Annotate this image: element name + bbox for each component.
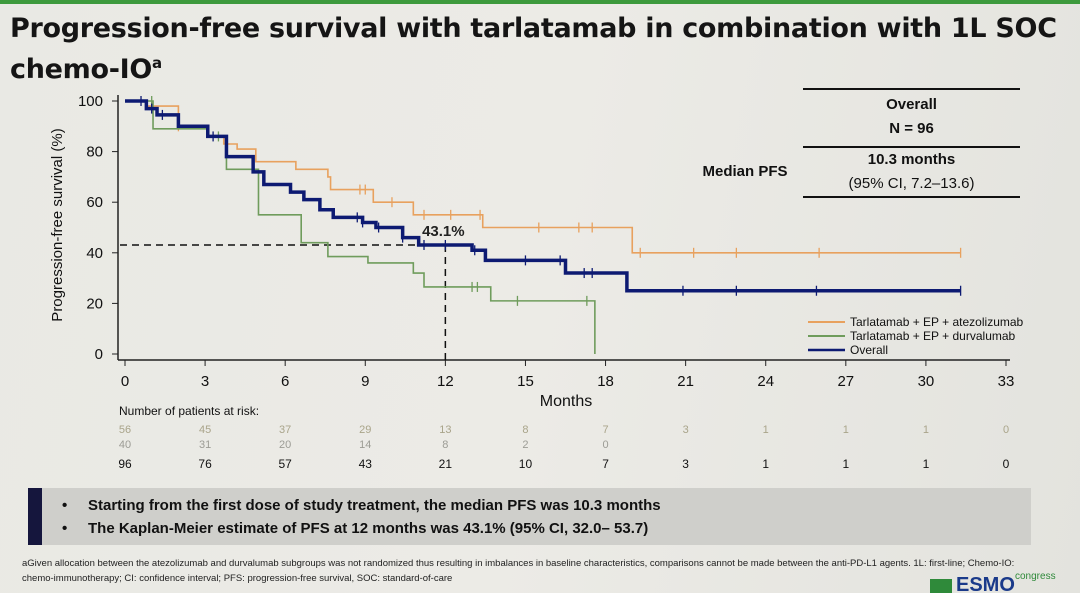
risk-value: 1	[762, 424, 769, 436]
title-superscript: a	[152, 54, 162, 72]
risk-value: 2	[522, 439, 529, 451]
x-tick-label: 9	[361, 373, 369, 390]
summary-bullet: Starting from the first dose of study tr…	[62, 497, 661, 514]
risk-value: 8	[442, 439, 449, 451]
risk-value: 13	[439, 424, 452, 436]
table-header-overall: Overall	[886, 96, 937, 113]
legend-label: Tarlatamab + EP + durvalumab	[850, 329, 1016, 343]
x-tick-label: 21	[677, 373, 694, 390]
table-rule-top	[803, 88, 1020, 90]
y-tick-label: 80	[86, 144, 103, 161]
risk-value: 57	[278, 457, 292, 471]
risk-value: 76	[198, 457, 212, 471]
risk-value: 37	[279, 424, 292, 436]
table-row-label: Median PFS	[702, 163, 788, 180]
risk-value: 14	[359, 439, 372, 451]
risk-value: 21	[438, 457, 453, 471]
esmo-logo: ESMO congress	[930, 571, 1080, 593]
risk-value: 43	[358, 457, 372, 471]
risk-value: 7	[602, 424, 609, 436]
y-tick-label: 20	[86, 295, 103, 312]
risk-value: 1	[762, 457, 770, 471]
table-n: N = 96	[889, 120, 934, 137]
risk-value: 96	[118, 457, 132, 471]
y-tick-label: 60	[86, 194, 103, 211]
logo-text: ESMO	[956, 574, 1015, 593]
risk-value: 1	[842, 424, 849, 436]
x-tick-label: 6	[281, 373, 289, 390]
x-axis-label: Months	[540, 393, 592, 410]
summary-bullet: The Kaplan-Meier estimate of PFS at 12 m…	[62, 520, 648, 537]
x-tick-label: 12	[437, 373, 454, 390]
risk-value: 7	[602, 457, 609, 471]
x-tick-label: 27	[837, 373, 854, 390]
legend-label: Overall	[850, 343, 888, 357]
page-title: Progression-free survival with tarlatama…	[10, 12, 1070, 87]
x-tick-label: 18	[597, 373, 614, 390]
median-value: 10.3 months	[867, 151, 956, 168]
risk-value: 1	[842, 457, 850, 471]
y-tick-label: 0	[95, 346, 103, 363]
logo-suffix: congress	[1015, 571, 1056, 582]
summary-accent-bar	[28, 488, 42, 545]
risk-value: 31	[198, 439, 212, 451]
km-curve-3	[125, 99, 961, 293]
table-rule-bottom	[803, 196, 1020, 198]
y-tick-label: 40	[86, 245, 103, 262]
risk-value: 0	[1002, 424, 1010, 436]
footnote: aGiven allocation between the atezolizum…	[22, 558, 1015, 584]
y-axis-label: Progression-free survival (%)	[49, 128, 66, 321]
x-tick-label: 24	[757, 373, 774, 390]
risk-value: 29	[359, 424, 372, 436]
summary-box: Starting from the first dose of study tr…	[28, 488, 1031, 545]
risk-value: 0	[602, 439, 609, 451]
x-tick-label: 15	[517, 373, 534, 390]
x-tick-label: 33	[998, 373, 1015, 390]
risk-value: 20	[279, 439, 292, 451]
x-tick-label: 3	[201, 373, 209, 390]
top-accent-bar	[0, 0, 1080, 4]
risk-value: 40	[118, 439, 132, 451]
risk-value: 8	[522, 424, 529, 436]
risk-value: 3	[682, 457, 689, 471]
table-rule-mid	[803, 146, 1020, 148]
legend-label: Tarlatamab + EP + atezolizumab	[850, 315, 1024, 329]
risk-value: 45	[198, 424, 212, 436]
risk-value: 56	[118, 424, 132, 436]
x-tick-label: 0	[121, 373, 129, 390]
title-text: Progression-free survival with tarlatama…	[10, 13, 1057, 85]
risk-value: 1	[922, 424, 929, 436]
risk-table-title: Number of patients at risk:	[119, 404, 260, 418]
y-tick-label: 100	[78, 93, 103, 110]
risk-value: 1	[922, 457, 930, 471]
median-ci: (95% CI, 7.2–13.6)	[848, 175, 975, 192]
x-tick-label: 30	[918, 373, 935, 390]
risk-value: 3	[682, 424, 689, 436]
risk-value: 10	[518, 457, 533, 471]
annotation-label: 43.1%	[422, 223, 465, 240]
risk-value: 0	[1002, 457, 1010, 471]
